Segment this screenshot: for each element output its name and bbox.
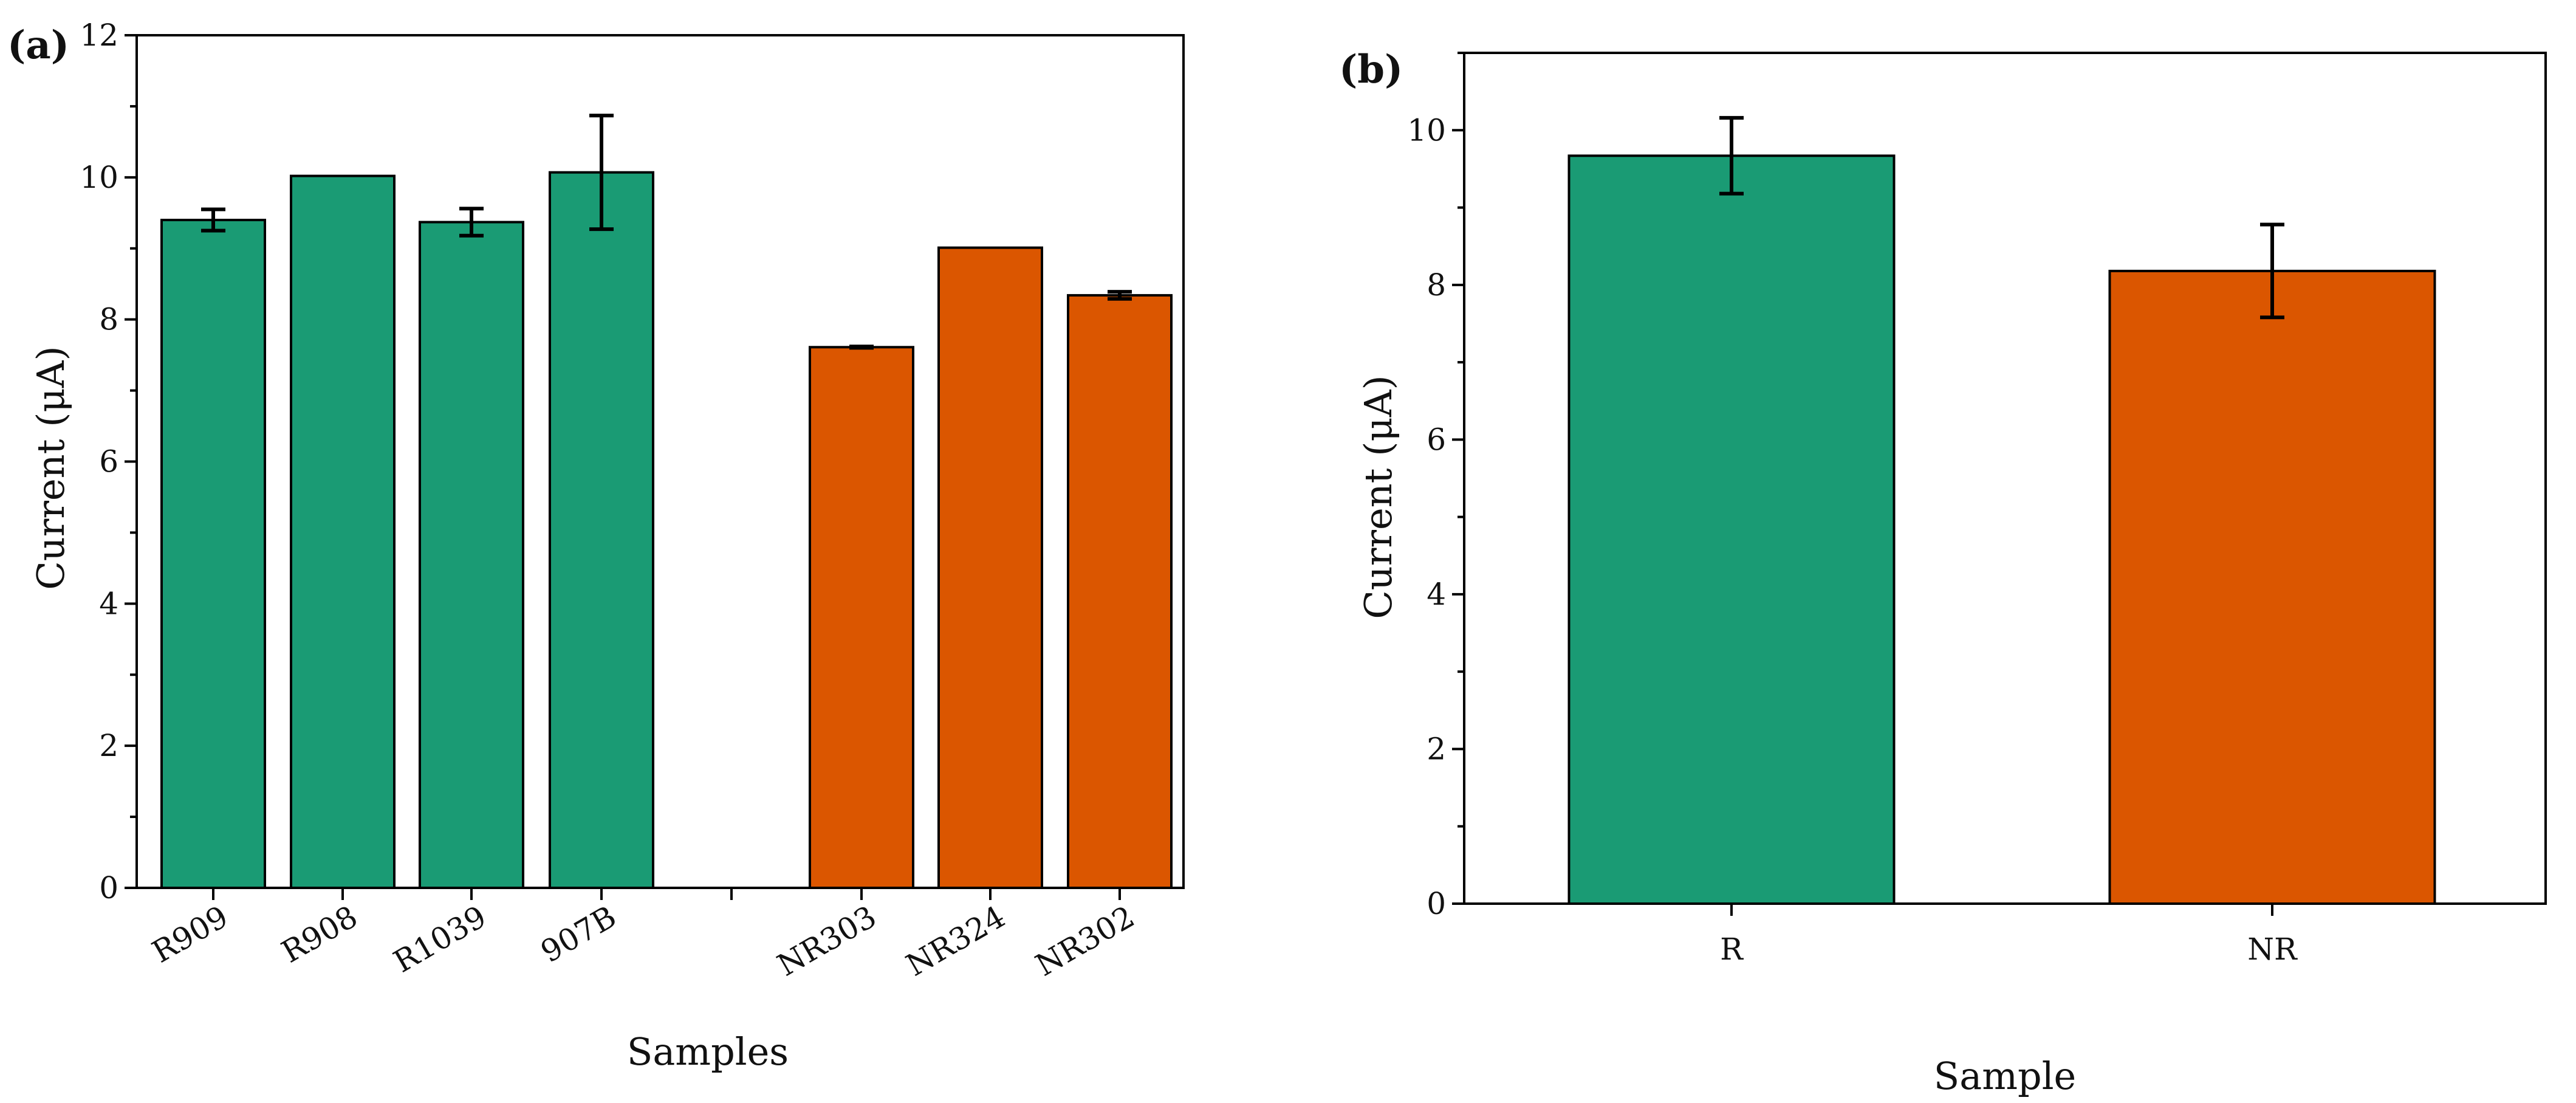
bar-r908 bbox=[290, 174, 396, 889]
x-tick-label: R909 bbox=[146, 899, 234, 970]
x-tick-label: R bbox=[1720, 932, 1744, 967]
bar-r909 bbox=[160, 218, 266, 890]
x-tick-label: R1039 bbox=[388, 899, 492, 980]
x-axis-title-a: Samples bbox=[627, 1029, 789, 1074]
bar-r1039 bbox=[419, 221, 524, 889]
y-tick-label: 6 bbox=[99, 444, 118, 479]
panel-label-b: (b) bbox=[1339, 47, 1403, 92]
x-axis-title-b: Sample bbox=[1934, 1054, 2076, 1098]
y-tick-label: 6 bbox=[1427, 422, 1446, 457]
bar-nr303 bbox=[809, 346, 914, 889]
y-tick-label: 4 bbox=[1427, 577, 1446, 612]
y-tick-label: 4 bbox=[99, 586, 118, 621]
y-axis-title-b: Current (μA) bbox=[1356, 375, 1400, 619]
y-tick-label: 10 bbox=[1407, 112, 1446, 148]
chart-a: (a) Samples Current (μA) 0 2 4 6 8 10 12 R909 R9… bbox=[7, 18, 1185, 1074]
y-tick-label: 2 bbox=[99, 728, 118, 763]
bar-nr bbox=[2108, 269, 2436, 905]
y-tick-label: 2 bbox=[1427, 731, 1446, 766]
y-tick-label: 8 bbox=[1427, 267, 1446, 303]
bar-nr324 bbox=[937, 246, 1043, 890]
x-tick-label: NR bbox=[2247, 932, 2298, 967]
y-tick-label: 8 bbox=[99, 302, 118, 337]
plot-frame bbox=[1463, 52, 2547, 905]
y-tick-label: 0 bbox=[99, 870, 118, 905]
bar-907b bbox=[549, 171, 654, 889]
x-tick-label: R908 bbox=[276, 899, 363, 970]
x-tick-label: NR302 bbox=[1030, 899, 1140, 983]
y-axis-title-a: Current (μA) bbox=[29, 346, 73, 589]
x-tick-label: 907B bbox=[535, 899, 622, 969]
chart-b: (b) Sample Current (μA) 0 2 4 6 8 10 R NR bbox=[1339, 47, 2547, 1098]
x-tick-label: NR324 bbox=[900, 899, 1011, 983]
bar-r bbox=[1567, 154, 1896, 905]
y-tick-label: 12 bbox=[80, 18, 118, 53]
bar-nr302 bbox=[1067, 294, 1173, 890]
panel-label-a: (a) bbox=[7, 22, 69, 68]
x-tick-label: NR303 bbox=[772, 899, 882, 983]
y-tick-label: 10 bbox=[80, 160, 118, 195]
y-tick-label: 0 bbox=[1427, 886, 1446, 921]
